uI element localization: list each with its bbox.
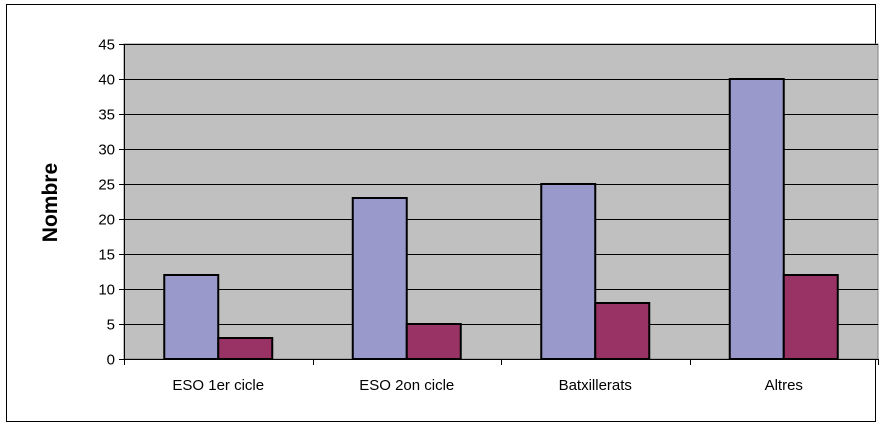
y-tick-label-5: 5 [107, 317, 115, 334]
y-tick-label-25: 25 [98, 177, 115, 194]
bar-series1-1 [351, 197, 408, 360]
x-tick-labels: ESO 1er cicle ESO 2on cicle Batxillerats Al… [124, 359, 879, 394]
y-tick-label-10: 10 [98, 282, 115, 299]
x-tick-label-3: Altres [765, 377, 803, 394]
bar-series1-3 [728, 78, 785, 360]
x-tick-label-1: ESO 2on cicle [359, 377, 454, 394]
y-tick-label-40: 40 [98, 72, 115, 89]
y-tick-labels: 0 5 10 15 20 25 30 35 40 45 [98, 37, 124, 369]
bar-series1-0 [163, 274, 220, 360]
y-tick-label-0: 0 [107, 352, 115, 369]
bar-series2-3 [782, 274, 839, 360]
bar-series2-1 [405, 323, 462, 360]
bar-series2-0 [217, 337, 274, 360]
x-tick-label-0: ESO 1er cicle [172, 377, 264, 394]
bar-series1-2 [540, 183, 597, 360]
y-tick-label-15: 15 [98, 247, 115, 264]
x-tick-label-2: Batxillerats [559, 377, 632, 394]
y-tick-label-35: 35 [98, 107, 115, 124]
y-axis-title: Nombre [39, 163, 62, 242]
y-tick-label-45: 45 [98, 37, 115, 54]
y-tick-label-30: 30 [98, 142, 115, 159]
y-tick-label-20: 20 [98, 212, 115, 229]
bar-series2-2 [594, 302, 651, 360]
